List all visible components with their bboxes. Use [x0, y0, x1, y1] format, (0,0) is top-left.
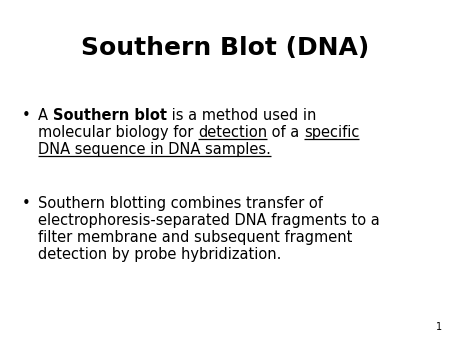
Text: •: • — [22, 108, 31, 123]
Text: specific: specific — [304, 125, 360, 140]
Text: 1: 1 — [436, 322, 442, 332]
Text: detection by probe hybridization.: detection by probe hybridization. — [38, 247, 281, 262]
Text: detection: detection — [198, 125, 267, 140]
Text: is a method used in: is a method used in — [166, 108, 316, 123]
Text: of a: of a — [267, 125, 304, 140]
Text: Southern blot: Southern blot — [53, 108, 166, 123]
Text: molecular biology for: molecular biology for — [38, 125, 198, 140]
Text: electrophoresis-separated DNA fragments to a: electrophoresis-separated DNA fragments … — [38, 213, 380, 228]
Text: •: • — [22, 196, 31, 211]
Text: DNA sequence in DNA samples.: DNA sequence in DNA samples. — [38, 142, 271, 157]
Text: filter membrane and subsequent fragment: filter membrane and subsequent fragment — [38, 230, 352, 245]
Text: Southern blotting combines transfer of: Southern blotting combines transfer of — [38, 196, 323, 211]
Text: A: A — [38, 108, 53, 123]
Text: Southern Blot (DNA): Southern Blot (DNA) — [81, 36, 369, 60]
